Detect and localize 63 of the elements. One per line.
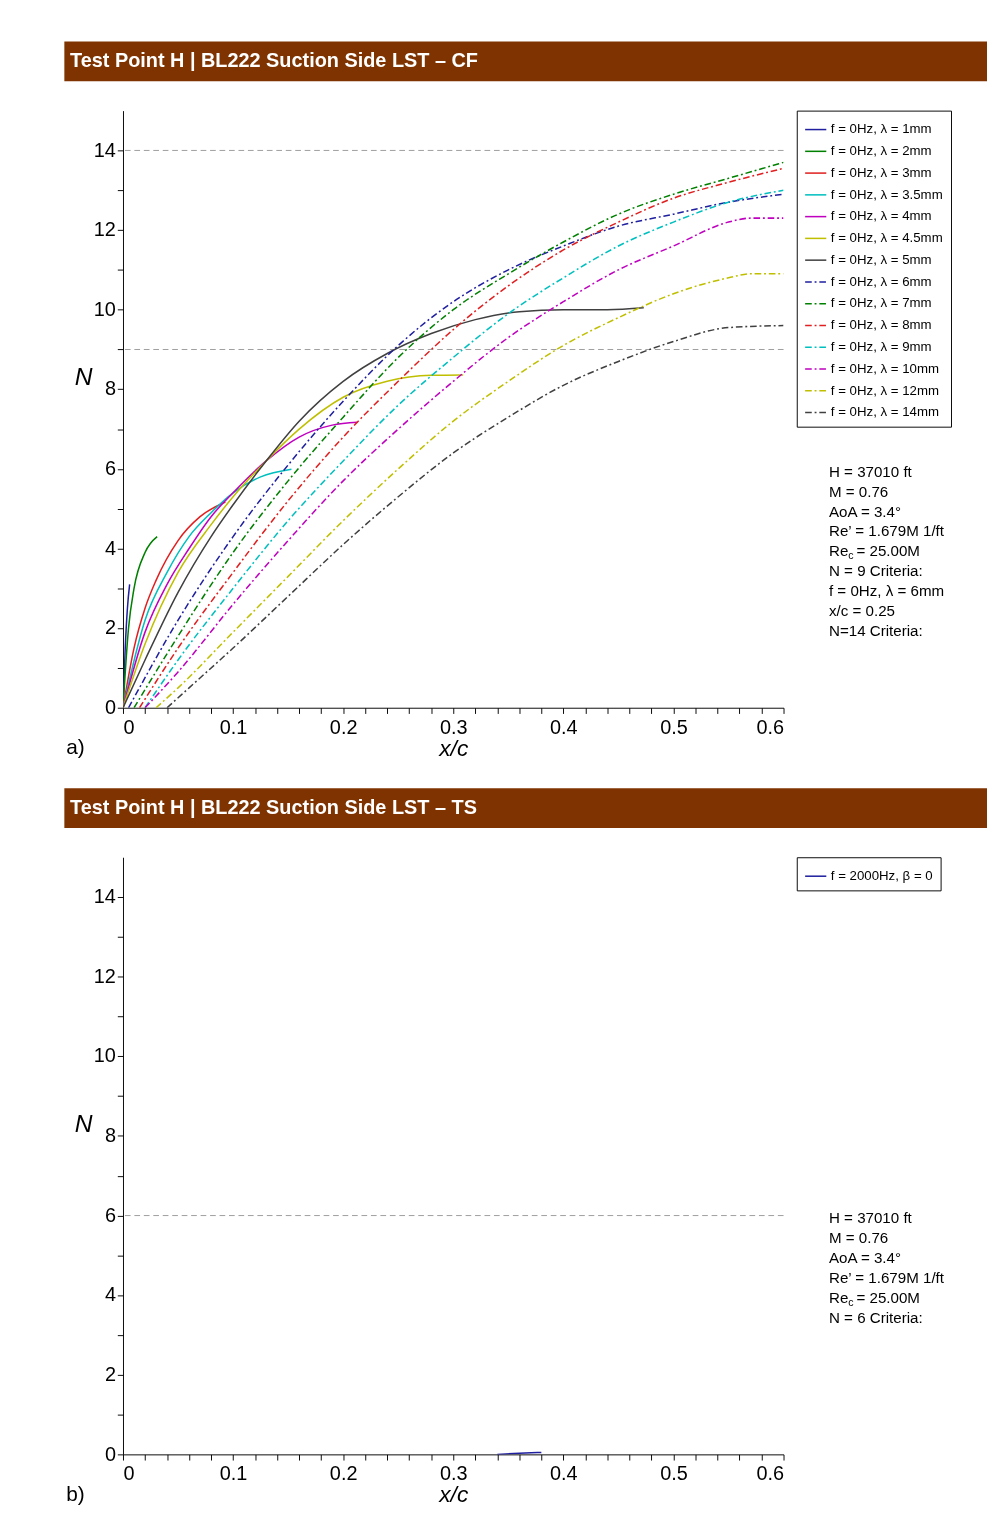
legend-label: f = 2000Hz, β = 0 [830,867,933,883]
legend-label: f = 0Hz, λ = 8mm [830,317,932,333]
text: AoA = 3.4° [828,1249,902,1267]
x-tick-label: 0.1 [219,715,248,738]
legend-label: f = 0Hz, λ = 3mm [830,164,932,180]
legend-label: f = 0Hz, λ = 2mm [830,143,932,159]
text: Re’ = 1.679M 1/ft [828,522,945,540]
y-tick-label: 6 [104,457,116,480]
legend-label: f = 0Hz, λ = 14mm [830,404,939,420]
y-tick-label: 10 [93,1044,116,1067]
x-tick-label: 0.6 [756,1462,785,1485]
y-axis-title: N [74,1109,93,1137]
legend-label: f = 0Hz, λ = 4mm [830,208,932,224]
y-tick-label: 0 [104,1442,116,1465]
x-tick-label: 0 [123,715,135,738]
legend-label: f = 0Hz, λ = 12mm [830,382,939,398]
legend-label: f = 0Hz, λ = 1mm [830,121,932,137]
text: H = 37010 ft [828,1209,913,1227]
line-series [123,306,645,708]
y-tick-label: 12 [93,218,116,241]
x-tick-label: 0.5 [660,715,688,738]
text: Re’ = 1.679M 1/ft [828,1269,945,1287]
x-tick-label: 0.2 [329,715,358,738]
y-tick-label: 10 [93,297,116,320]
y-tick-label: 8 [104,377,116,400]
text: f = 0Hz, λ = 6mm [828,582,945,600]
y-tick-label: 8 [104,1124,116,1147]
text: AoA = 3.4° [828,502,902,520]
y-tick-label: 14 [93,138,116,161]
chart-title: Test Point H | BL222 Suction Side LST – TS [70,795,477,818]
text: M = 0.76 [828,482,889,500]
legend-label: f = 0Hz, λ = 3.5mm [830,186,943,202]
text: N = 9 Criteria: [828,562,923,580]
y-tick-label: 4 [104,536,116,559]
legend-label: f = 0Hz, λ = 5mm [830,251,932,267]
x-tick-label: 0.2 [329,1462,358,1485]
x-tick-label: 0.1 [219,1462,248,1485]
y-tick-label: 4 [104,1283,116,1306]
x-tick-label: 0.4 [550,715,578,738]
text: a) [66,735,85,759]
text: N=14 Criteria: [828,621,923,639]
x-tick-label: 0.5 [660,1462,688,1485]
text: b) [66,1481,85,1505]
y-tick-label: 14 [93,885,116,908]
legend-label: f = 0Hz, λ = 10mm [830,360,939,376]
text: H = 37010 ft [828,462,913,480]
y-tick-label: 0 [104,695,116,718]
legend-label: f = 0Hz, λ = 7mm [830,295,932,311]
legend-label: f = 0Hz, λ = 4.5mm [830,230,943,246]
y-tick-label: 12 [93,964,116,987]
y-axis-title: N [74,363,93,391]
text: M = 0.76 [828,1229,889,1247]
x-tick-label: 0.6 [756,715,785,738]
legend-label: f = 0Hz, λ = 9mm [830,339,932,354]
y-tick-label: 2 [104,616,116,639]
text: x/c = 0.25 [828,601,895,619]
x-tick-label: 0.4 [550,1462,578,1485]
y-tick-label: 6 [104,1203,116,1226]
chart-title: Test Point H | BL222 Suction Side LST – CF [70,49,478,72]
x-tick-label: 0 [123,1462,135,1485]
y-tick-label: 2 [104,1362,116,1385]
legend-label: f = 0Hz, λ = 6mm [830,273,932,289]
text: N = 6 Criteria: [828,1308,923,1326]
